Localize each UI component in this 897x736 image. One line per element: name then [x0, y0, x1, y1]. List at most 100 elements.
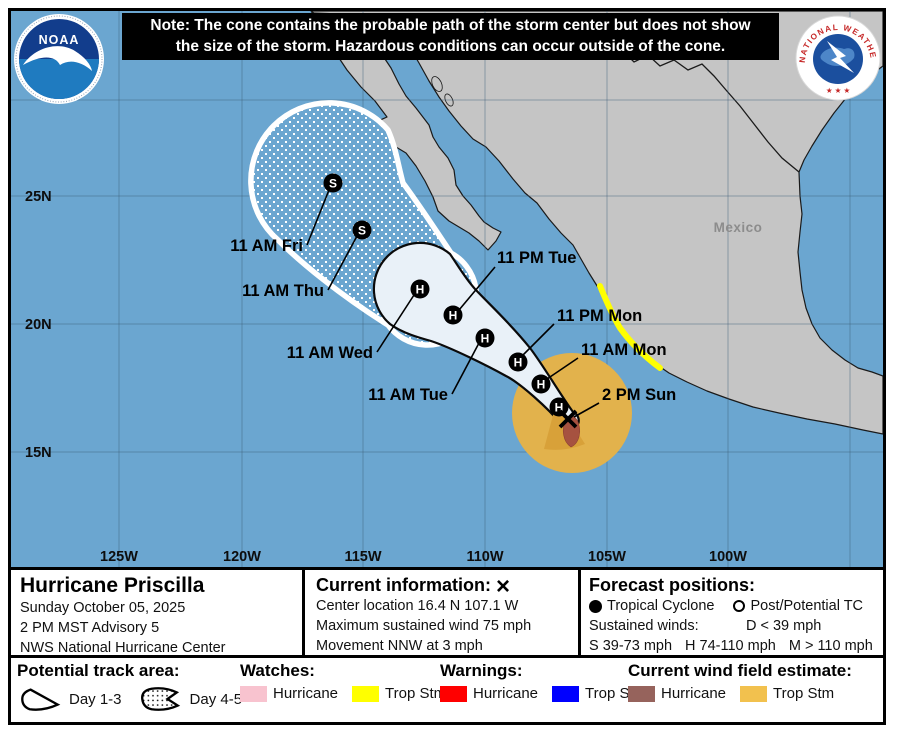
warning-hurricane-swatch	[440, 685, 467, 702]
day45-cone-icon	[140, 687, 180, 711]
noaa-gull-icon	[23, 46, 92, 71]
potential-track-title: Potential track area:	[17, 661, 180, 680]
watch-trop-stm-label: Trop Stm	[385, 685, 447, 702]
center-location: Center location 16.4 N 107.1 W	[316, 598, 519, 614]
watch-hurricane-swatch	[240, 685, 267, 702]
post-potential-label: Post/Potential TC	[750, 598, 864, 614]
note-banner: Note: The cone contains the probable pat…	[122, 13, 779, 60]
tropical-cyclone-label: Tropical Cyclone	[607, 598, 715, 614]
track-point: H	[531, 374, 551, 394]
time-label: 11 PM Tue	[497, 249, 576, 267]
forecast-position-markers: H H H H H H S S	[323, 173, 569, 417]
time-labels: 11 AM Fri 11 AM Thu 11 AM Wed 11 AM Tue …	[230, 237, 676, 404]
current-position-x-glyph: ×	[496, 573, 511, 600]
svg-text:S: S	[329, 177, 337, 191]
wind-range-m: M > 110 mph	[788, 638, 873, 654]
wind-field-trop-stm-label: Trop Stm	[773, 685, 835, 702]
label-lines	[306, 189, 600, 418]
svg-text:H: H	[481, 332, 490, 346]
lon-labels: 125W 120W 115W 110W 105W 100W	[100, 549, 747, 565]
day45-label: Day 4-5	[189, 690, 243, 708]
lat-label: 25N	[25, 189, 52, 205]
time-label: 11 AM Tue	[368, 386, 448, 404]
time-label: 11 AM Mon	[581, 341, 667, 359]
track-point: S	[323, 173, 343, 193]
landmass	[310, 11, 883, 435]
nws-stars: ★ ★ ★	[826, 86, 851, 95]
sustained-winds-label: Sustained winds:	[589, 618, 699, 634]
storm-agency: NWS National Hurricane Center	[20, 640, 226, 656]
post-potential-ring-icon	[733, 600, 746, 612]
nws-logo: NATIONAL WEATHER SERVICE ★ ★ ★	[795, 15, 881, 101]
warnings-legend: Warnings: Hurricane Trop Stm	[440, 661, 646, 702]
warning-trop-stm-swatch	[552, 685, 580, 702]
time-label: 11 AM Thu	[242, 282, 324, 300]
forecast-positions-panel: Forecast positions: Tropical Cyclone Pos…	[578, 570, 883, 658]
current-info-panel: Current information: × Center location 1…	[302, 570, 578, 658]
lat-label: 20N	[25, 317, 52, 333]
lat-label: 15N	[25, 445, 52, 461]
watch-hurricane-label: Hurricane	[273, 685, 339, 702]
time-label: 11 AM Wed	[287, 344, 373, 362]
wind-field-legend: Current wind field estimate: Hurricane T…	[628, 661, 852, 702]
storm-date: Sunday October 05, 2025	[20, 600, 186, 616]
wind-range-h: H 74-110 mph	[685, 638, 776, 654]
movement: Movement NNW at 3 mph	[316, 638, 483, 654]
trop-storm-watch-segment	[597, 283, 663, 371]
current-info-title: Current information: ×	[316, 574, 572, 599]
svg-text:H: H	[555, 401, 564, 415]
lon-label: 120W	[223, 549, 261, 565]
watches-title: Watches:	[240, 661, 315, 680]
lon-label: 105W	[588, 549, 626, 565]
time-label: 2 PM Sun	[602, 386, 676, 404]
storm-info-panel: Hurricane Priscilla Sunday October 05, 2…	[11, 570, 302, 658]
wind-field-hurricane-swatch	[628, 685, 655, 702]
storm-advisory: 2 PM MST Advisory 5	[20, 620, 160, 636]
current-info-title-text: Current information:	[316, 575, 491, 595]
note-line-1: Note: The cone contains the probable pat…	[150, 17, 751, 34]
info-panel: Hurricane Priscilla Sunday October 05, 2…	[11, 567, 883, 658]
island	[431, 76, 443, 92]
graphic-frame: 25N 20N 15N 125W 120W 115W 110W 105W 100…	[8, 8, 886, 725]
track-point: S	[352, 220, 372, 240]
lon-label: 125W	[100, 549, 138, 565]
note-line-2: the size of the storm. Hazardous conditi…	[175, 38, 726, 55]
country-label-mexico: Mexico	[714, 220, 763, 235]
svg-text:H: H	[537, 378, 546, 392]
svg-text:S: S	[358, 224, 366, 238]
current-position-x-marker	[558, 409, 578, 429]
track-point: H	[443, 305, 463, 325]
warning-hurricane-label: Hurricane	[473, 685, 539, 702]
track-point: H	[410, 279, 430, 299]
lon-label: 110W	[466, 549, 503, 565]
legend-panel: Potential track area: Day 1-3 Day 4-5	[11, 655, 883, 722]
wind-range-s: S 39-73 mph	[589, 638, 673, 654]
watches-legend: Watches: Hurricane Trop Stm	[240, 661, 446, 702]
time-label: 11 AM Fri	[230, 237, 303, 255]
tropical-cyclone-dot-icon	[589, 599, 602, 613]
island	[444, 93, 454, 107]
svg-text:H: H	[514, 356, 523, 370]
track-point: H	[475, 328, 495, 348]
forecast-positions-title: Forecast positions:	[589, 575, 756, 595]
track-point: H	[549, 397, 569, 417]
track-point: H	[508, 352, 528, 372]
svg-text:H: H	[416, 283, 425, 297]
warnings-title: Warnings:	[440, 661, 523, 680]
lon-label: 115W	[344, 549, 381, 565]
lightning-bolt-icon	[827, 41, 854, 73]
potential-track-legend: Potential track area: Day 1-3 Day 4-5	[17, 661, 242, 713]
wind-field-trop-stm-swatch	[740, 685, 768, 702]
wind-field-title: Current wind field estimate:	[628, 661, 852, 680]
lon-label: 100W	[709, 549, 747, 565]
day13-label: Day 1-3	[69, 690, 122, 708]
day13-cone-icon	[21, 688, 61, 711]
svg-text:H: H	[449, 309, 458, 323]
noaa-logo-text: NOAA	[39, 33, 80, 47]
wind-range-d: D < 39 mph	[746, 618, 822, 634]
wind-field-hurricane-label: Hurricane	[661, 685, 727, 702]
forecast-map: 25N 20N 15N 125W 120W 115W 110W 105W 100…	[11, 11, 883, 567]
watch-trop-stm-swatch	[352, 685, 380, 702]
noaa-logo: NOAA	[14, 14, 104, 104]
time-label: 11 PM Mon	[557, 307, 642, 325]
